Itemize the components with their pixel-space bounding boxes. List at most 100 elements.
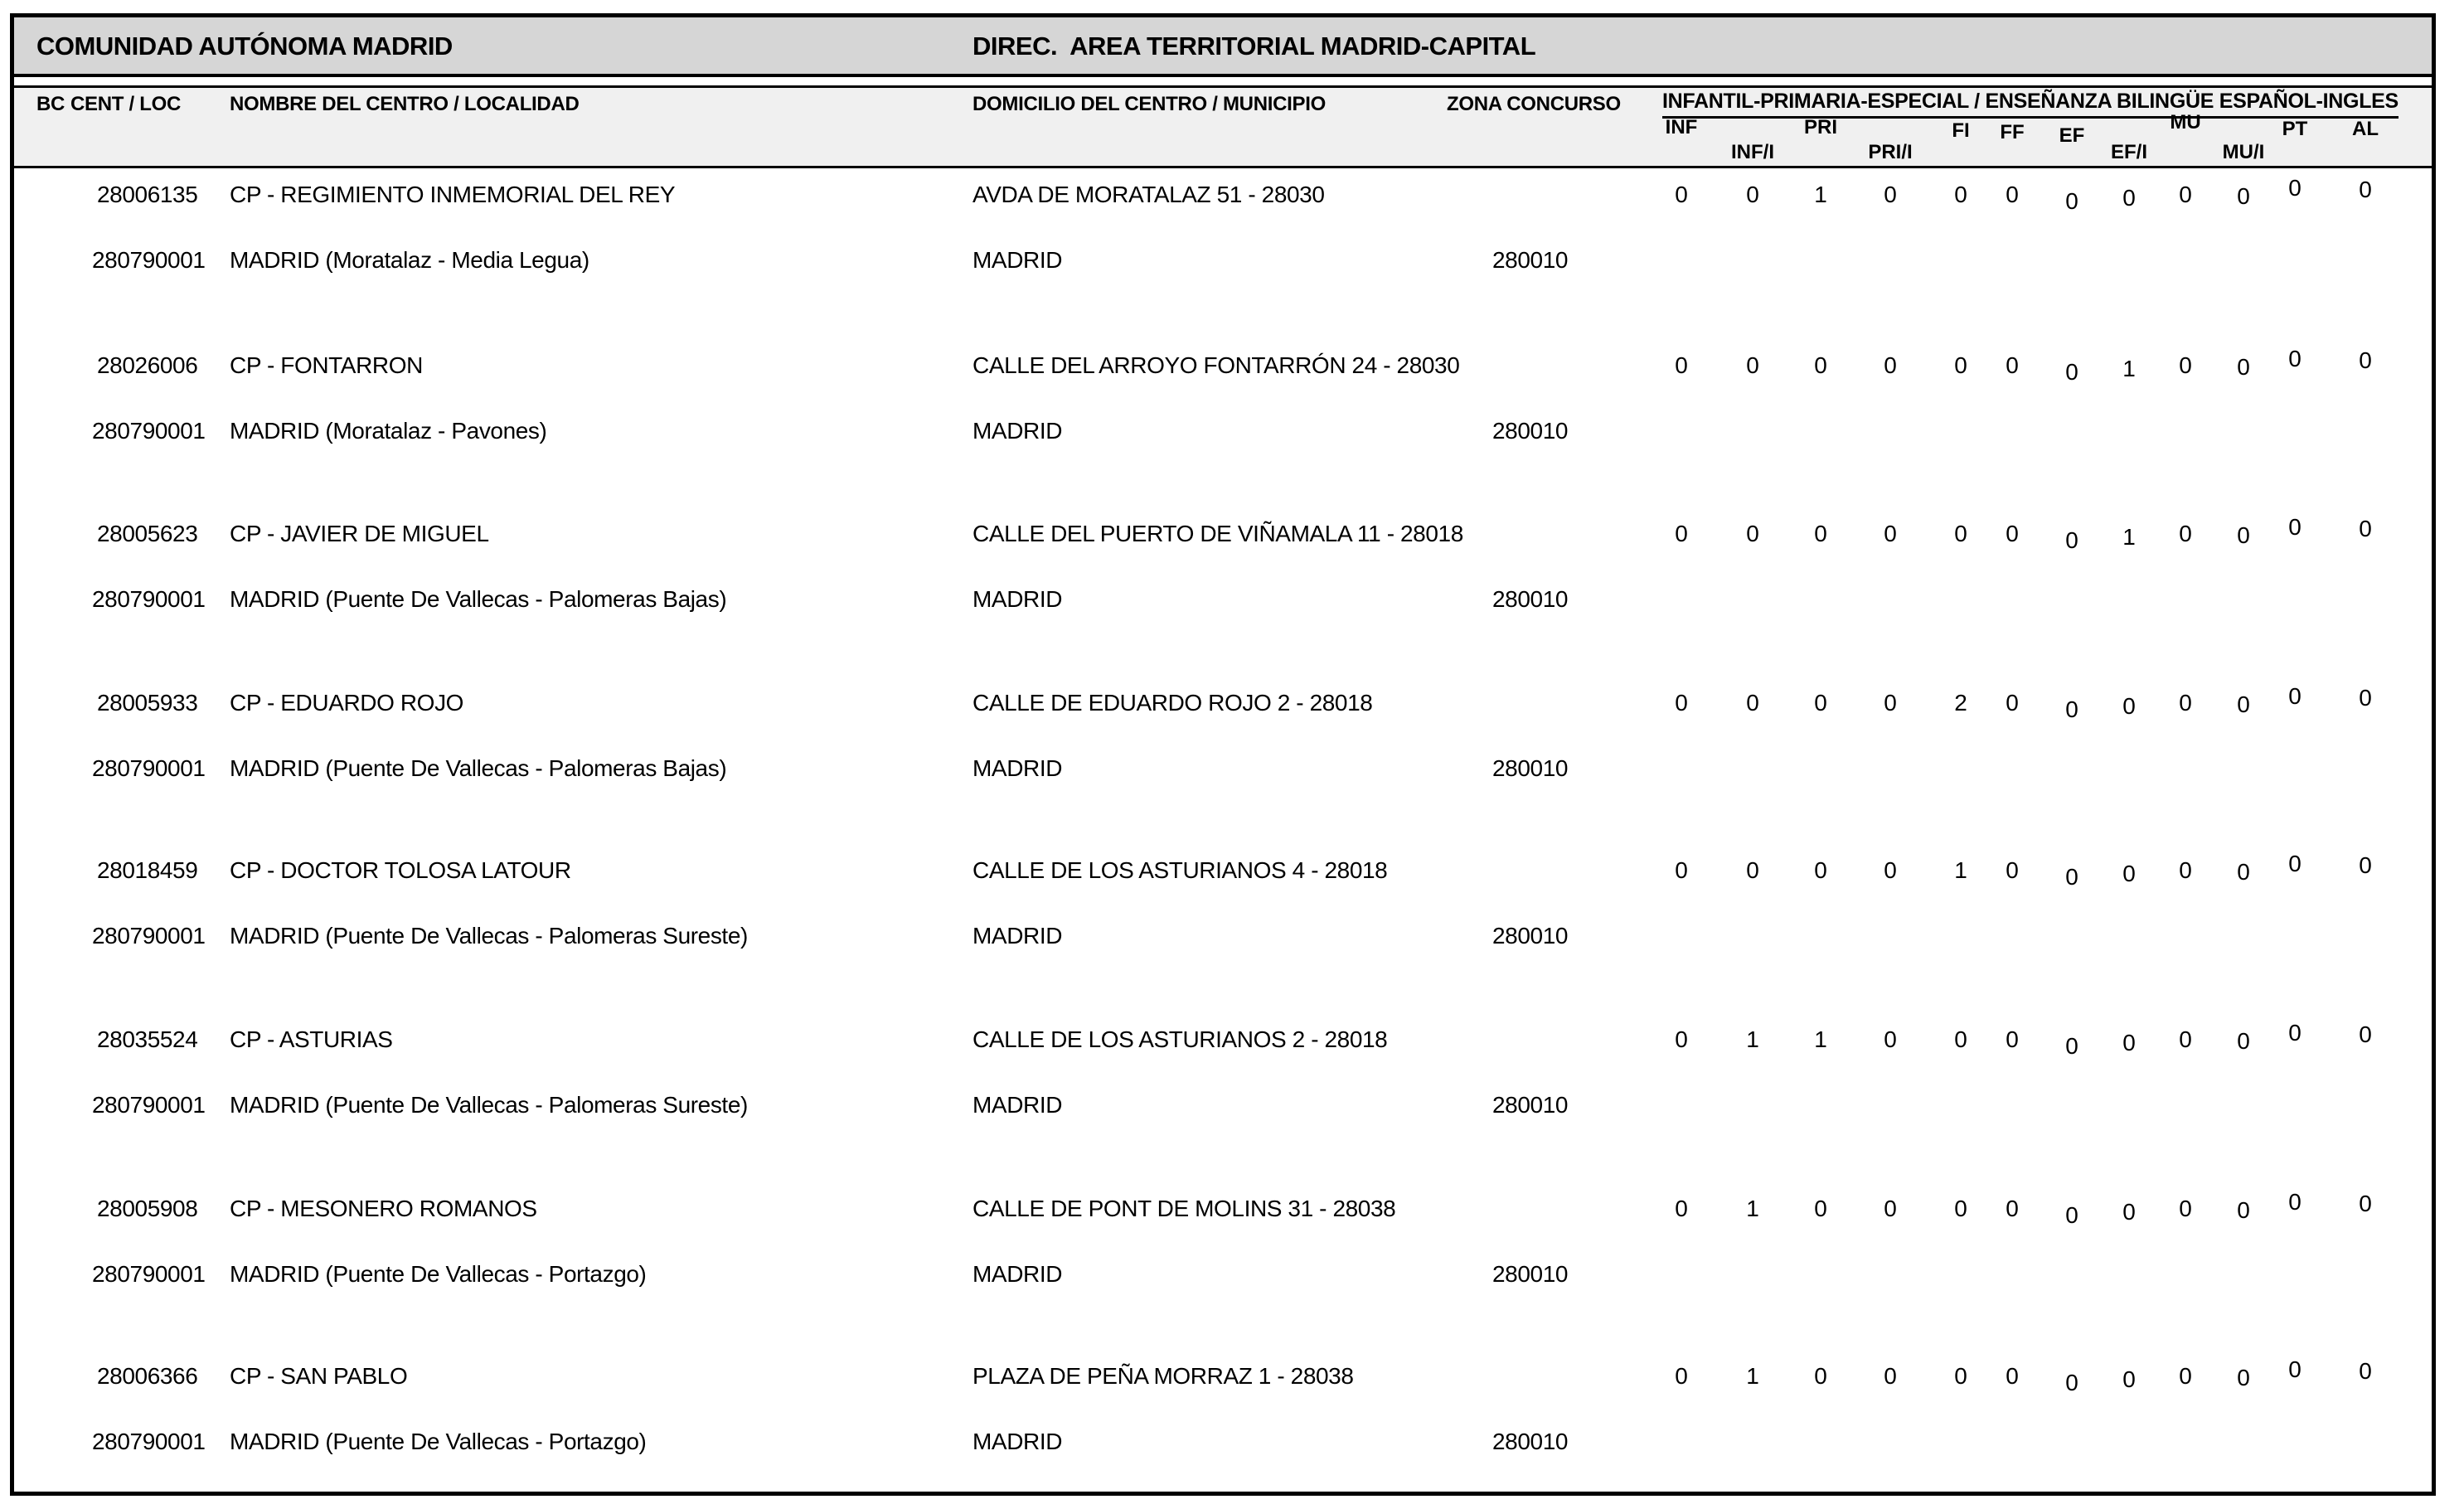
row-value-fi: 0: [1954, 1026, 1967, 1052]
row-zona-concurso: 280010: [1492, 247, 1569, 273]
column-header-band: BC CENT / LOC NOMBRE DEL CENTRO / LOCALI…: [14, 88, 2432, 168]
row-address: CALLE DE PONT DE MOLINS 31 - 28038: [973, 1196, 1396, 1221]
row-zona-concurso: 280010: [1492, 418, 1569, 444]
row-cent-code: 28005908: [97, 1196, 198, 1221]
row-cent-code: 28006366: [97, 1363, 198, 1389]
row-municipality: MADRID: [973, 418, 1063, 444]
row-municipality: MADRID: [973, 1429, 1063, 1454]
subcol-header-inf: INF: [1665, 116, 1698, 138]
row-value-mu-i: 0: [2237, 183, 2250, 209]
row-value-ef: 0: [2065, 527, 2078, 553]
row-address: CALLE DEL PUERTO DE VIÑAMALA 11 - 28018: [973, 521, 1463, 546]
row-value-inf-i: 0: [1746, 857, 1759, 883]
row-value-ef-i: 0: [2122, 1199, 2136, 1225]
row-value-inf-i: 0: [1746, 352, 1759, 378]
row-address: AVDA DE MORATALAZ 51 - 28030: [973, 182, 1325, 207]
table-row: 28018459 CP - DOCTOR TOLOSA LATOUR CALLE D…: [14, 851, 2432, 965]
row-value-inf-i: 0: [1746, 690, 1759, 716]
row-value-ff: 0: [2006, 352, 2019, 378]
row-value-inf-i: 1: [1746, 1026, 1759, 1052]
row-value-al: 0: [2359, 852, 2372, 878]
row-value-ff: 0: [2006, 1196, 2019, 1221]
table-body: 28006135 CP - REGIMIENTO INMEMORIAL DEL R…: [14, 168, 2432, 1492]
row-value-inf: 0: [1675, 1363, 1688, 1389]
row-cent-code: 28005623: [97, 521, 198, 546]
row-municipality: MADRID: [973, 1261, 1063, 1287]
row-value-inf-i: 0: [1746, 521, 1759, 546]
row-zona-concurso: 280010: [1492, 923, 1569, 949]
document-table-frame: COMUNIDAD AUTÓNOMA MADRID DIREC. AREA TE…: [10, 13, 2436, 1496]
row-value-inf: 0: [1675, 521, 1688, 546]
row-value-mu: 0: [2179, 352, 2192, 378]
row-value-ef-i: 0: [2122, 861, 2136, 886]
col-header-zona-concurso: ZONA CONCURSO: [1447, 93, 1621, 115]
row-municipality: MADRID: [973, 247, 1063, 273]
row-municipality: MADRID: [973, 755, 1063, 781]
col-header-domicilio: DOMICILIO DEL CENTRO / MUNICIPIO: [973, 93, 1326, 115]
row-value-pt: 0: [2288, 1356, 2302, 1382]
row-value-mu: 0: [2179, 857, 2192, 883]
subcol-header-inf-i: INF/I: [1731, 141, 1774, 163]
row-value-mu: 0: [2179, 1196, 2192, 1221]
row-school-name: CP - MESONERO ROMANOS: [230, 1196, 537, 1221]
row-value-fi: 0: [1954, 1363, 1967, 1389]
row-value-fi: 0: [1954, 521, 1967, 546]
row-value-inf: 0: [1675, 690, 1688, 716]
row-value-ff: 0: [2006, 857, 2019, 883]
row-value-inf: 0: [1675, 1196, 1688, 1221]
row-school-name: CP - SAN PABLO: [230, 1363, 408, 1389]
row-value-fi: 1: [1954, 857, 1967, 883]
row-municipality: MADRID: [973, 923, 1063, 949]
subcol-header-pri: PRI: [1803, 116, 1838, 138]
territorial-direction-title: DIREC. AREA TERRITORIAL MADRID-CAPITAL: [973, 32, 1536, 61]
row-value-ff: 0: [2006, 1363, 2019, 1389]
table-row: 28035524 CP - ASTURIAS CALLE DE LOS ASTURI…: [14, 1020, 2432, 1134]
row-zona-concurso: 280010: [1492, 1092, 1569, 1118]
row-school-name: CP - EDUARDO ROJO: [230, 690, 464, 716]
row-value-al: 0: [2359, 1191, 2372, 1216]
row-value-pri-i: 0: [1884, 182, 1897, 207]
row-value-ef: 0: [2065, 1033, 2078, 1059]
row-value-pri-i: 0: [1884, 521, 1897, 546]
col-group-title-bilingue: INFANTIL-PRIMARIA-ESPECIAL / ENSEÑANZA B…: [1662, 90, 2399, 119]
row-locality: MADRID (Puente De Vallecas - Palomeras B…: [230, 586, 727, 612]
row-value-pri: 0: [1814, 1363, 1827, 1389]
row-zona-concurso: 280010: [1492, 1261, 1569, 1287]
row-loc-code: 280790001: [92, 586, 206, 612]
row-value-pri-i: 0: [1884, 352, 1897, 378]
row-value-pt: 0: [2288, 1020, 2302, 1046]
subcol-header-ef: EF: [2059, 124, 2085, 147]
row-school-name: CP - REGIMIENTO INMEMORIAL DEL REY: [230, 182, 676, 207]
row-zona-concurso: 280010: [1492, 586, 1569, 612]
row-value-mu: 0: [2179, 1363, 2192, 1389]
col-header-nombre-centro: NOMBRE DEL CENTRO / LOCALIDAD: [230, 93, 580, 115]
row-value-pri: 1: [1814, 182, 1827, 207]
row-address: CALLE DEL ARROYO FONTARRÓN 24 - 28030: [973, 352, 1460, 378]
row-locality: MADRID (Puente De Vallecas - Portazgo): [230, 1261, 647, 1287]
row-locality: MADRID (Puente De Vallecas - Palomeras S…: [230, 1092, 748, 1118]
row-value-inf-i: 1: [1746, 1196, 1759, 1221]
row-value-mu-i: 0: [2237, 859, 2250, 885]
row-address: CALLE DE EDUARDO ROJO 2 - 28018: [973, 690, 1373, 716]
row-value-ef: 0: [2065, 359, 2078, 385]
header-divider: [14, 74, 2432, 88]
row-value-ef-i: 0: [2122, 1366, 2136, 1392]
row-value-mu-i: 0: [2237, 1028, 2250, 1054]
row-value-al: 0: [2359, 685, 2372, 711]
row-value-ff: 0: [2006, 521, 2019, 546]
row-value-ef-i: 1: [2122, 356, 2136, 381]
row-value-fi: 0: [1954, 352, 1967, 378]
row-loc-code: 280790001: [92, 418, 206, 444]
row-value-ef: 0: [2065, 188, 2078, 214]
row-locality: MADRID (Puente De Vallecas - Palomeras B…: [230, 755, 727, 781]
row-value-al: 0: [2359, 1358, 2372, 1384]
table-row: 28026006 CP - FONTARRON CALLE DEL ARROYO F…: [14, 346, 2432, 460]
subcol-header-mu: MU: [2170, 111, 2201, 133]
row-value-pri: 0: [1814, 1196, 1827, 1221]
row-zona-concurso: 280010: [1492, 1429, 1569, 1454]
row-value-pri: 0: [1814, 857, 1827, 883]
row-cent-code: 28035524: [97, 1026, 198, 1052]
subcol-header-ef-i: EF/I: [2110, 141, 2148, 163]
subcol-header-ff: FF: [2000, 121, 2025, 143]
row-value-inf: 0: [1675, 1026, 1688, 1052]
